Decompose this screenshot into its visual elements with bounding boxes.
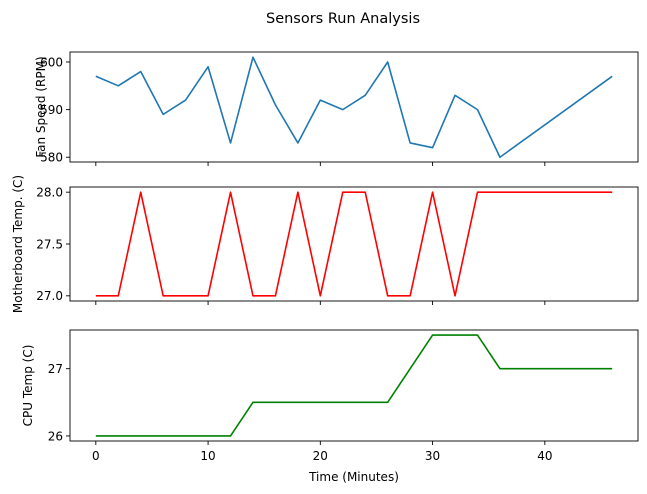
fan-speed-y-tick-label: 580 — [40, 151, 63, 165]
x-tick-label: 20 — [313, 449, 328, 463]
motherboard-temp-y-tick-label: 28.0 — [36, 185, 63, 199]
fan-speed-y-tick-label: 590 — [40, 103, 63, 117]
cpu-temp-y-tick-label: 26 — [48, 429, 63, 443]
x-tick-label: 10 — [200, 449, 215, 463]
cpu-temp-line — [95, 334, 613, 437]
cpu-temp-y-tick-label: 27 — [48, 362, 63, 376]
fan-speed-axes-frame — [69, 51, 639, 163]
x-tick-label: 40 — [537, 449, 552, 463]
x-tick-label: 30 — [425, 449, 440, 463]
x-tick-label: 0 — [92, 449, 100, 463]
motherboard-temp-axes-frame — [69, 186, 639, 302]
motherboard-temp-line — [95, 191, 613, 297]
motherboard-temp-y-tick-label: 27.5 — [36, 237, 63, 251]
cpu-temp-axes-frame — [69, 329, 639, 442]
fan-speed-y-tick-label: 600 — [40, 55, 63, 69]
cpu-temp-y-axis-label: CPU Temp (C) — [21, 345, 35, 427]
cpu-temp-panel: 26 27 0 10 20 30 40 CPU Temp (C) — [21, 329, 639, 463]
motherboard-temp-y-axis-label: Motherboard Temp. (C) — [11, 175, 25, 313]
motherboard-temp-panel: 27.0 27.5 28.0 Motherboard Temp. (C) — [11, 175, 639, 313]
fan-speed-y-axis-label: Fan Speed (RPM) — [34, 56, 48, 157]
motherboard-temp-y-tick-label: 27.0 — [36, 289, 63, 303]
chart-title: Sensors Run Analysis — [266, 11, 420, 27]
x-axis-label: Time (Minutes) — [308, 470, 399, 484]
fan-speed-line — [95, 56, 613, 159]
